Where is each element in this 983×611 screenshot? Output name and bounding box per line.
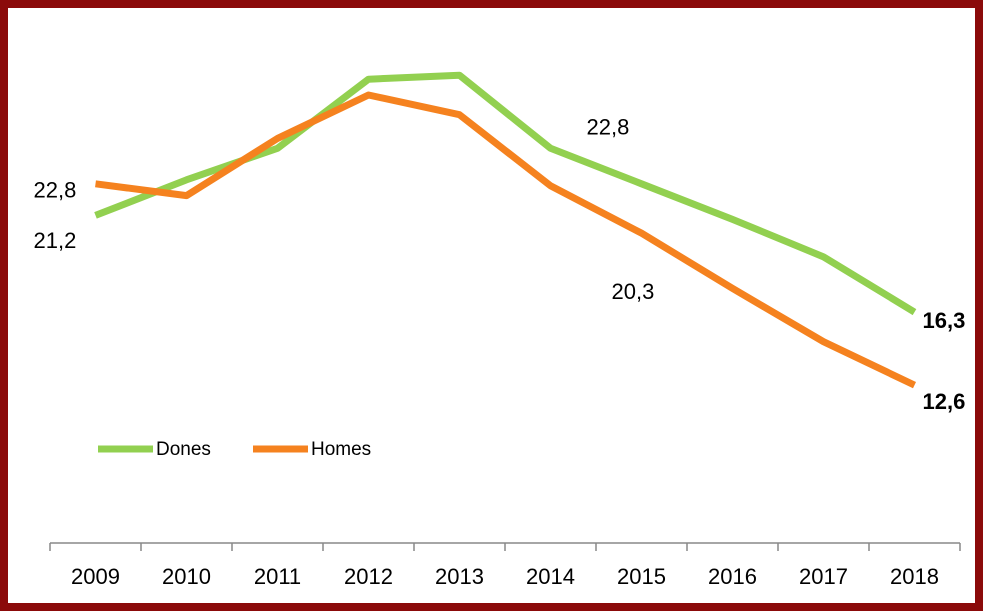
data-label: 12,6 — [923, 389, 966, 414]
data-label: 22,8 — [34, 178, 77, 203]
x-tick-label: 2016 — [708, 564, 757, 589]
x-tick-label: 2010 — [162, 564, 211, 589]
data-label: 21,2 — [34, 228, 77, 253]
line-series — [95, 91, 917, 389]
x-tick-label: 2017 — [799, 564, 848, 589]
data-label: 20,3 — [612, 279, 655, 304]
x-tick-label: 2012 — [344, 564, 393, 589]
x-tick-label: 2018 — [890, 564, 939, 589]
x-tick-label: 2011 — [254, 564, 301, 589]
legend-label: Homes — [311, 439, 371, 460]
legend-label: Dones — [156, 439, 211, 460]
x-tick-label: 2013 — [435, 564, 484, 589]
legend: Dones Homes — [98, 439, 371, 460]
data-label: 22,8 — [587, 115, 630, 140]
data-label: 16,3 — [923, 308, 966, 333]
x-tick-label: 2014 — [526, 564, 575, 589]
x-tick-label: 2009 — [71, 564, 120, 589]
x-tick-label: 2015 — [617, 564, 666, 589]
